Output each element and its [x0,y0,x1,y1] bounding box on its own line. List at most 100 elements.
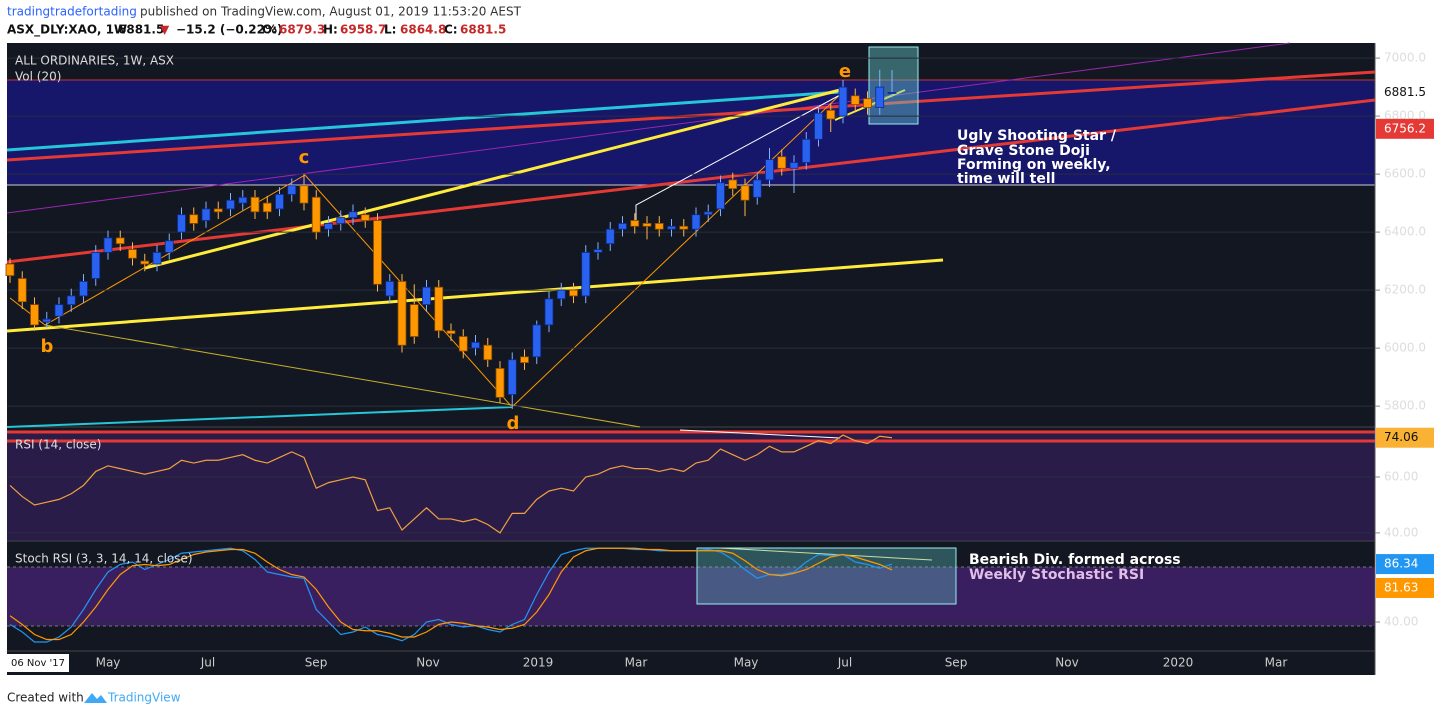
candle-body [17,278,27,303]
candle-body [189,214,199,224]
y-tick-label: 60.00 [1384,470,1418,484]
trend-line [6,258,944,333]
candle-body [128,249,137,259]
last: 6881.5 [118,23,164,37]
candle-body [814,112,823,140]
candle-body [324,222,333,230]
annotations: b c d e Ugly Shooting Star / Grave Stone… [41,61,1181,583]
candle-body [679,225,689,230]
trend-line [6,98,1376,264]
candle-body [30,304,39,326]
footer-brand[interactable]: TradingView [107,691,181,705]
candle-body [826,109,836,120]
published: published on TradingView.com, August 01,… [140,5,522,19]
l-value: 6864.8 [400,23,446,37]
x-tick-label: Jul [837,656,852,670]
candle-body [887,92,897,94]
price-badge-label: 81.63 [1384,580,1418,594]
candle-body [213,208,223,213]
candle-body [91,252,101,279]
candle-body [79,281,88,297]
pane-title: RSI (14, close) [15,438,101,452]
arrow-line [635,94,841,220]
y-tick-label: 6000.0 [1384,341,1426,355]
note: Weekly Stochastic RSI [969,567,1144,583]
candle-body [336,217,346,224]
candle-body [605,228,615,245]
candle-body [373,220,382,285]
candle-body [164,240,174,253]
candle-body [569,289,578,297]
line [9,547,893,641]
price-badge-label: 86.34 [1384,557,1418,571]
candle-body [765,159,774,181]
price-badge [1376,118,1434,139]
arrow: ▼ [160,23,170,37]
note: time will tell [957,171,1055,187]
candle-body [250,196,260,213]
change: −15.2 (−0.22%) [176,23,283,37]
candle-body [103,237,113,253]
pane-title: ALL ORDINARIES, 1W, ASX [15,54,174,68]
candle-body [446,330,456,335]
y-tick-label: 5800.0 [1384,399,1426,413]
candle-body [740,185,750,201]
candle-body [483,344,493,361]
candle-body [838,86,848,117]
h-value: 6958.7 [340,23,386,37]
candle-body [287,185,297,195]
candle-body [801,138,811,163]
highlight-box [868,46,919,125]
o-value: 6879.3 [279,23,325,37]
x-tick-label: 2020 [1163,656,1194,670]
candle-body [458,336,468,352]
candle-body [238,196,248,204]
pane-title: Stoch RSI (3, 3, 14, 14, close) [15,552,193,566]
candle-body [875,86,885,108]
x-tick-label: Nov [1055,656,1078,670]
date-badge [7,654,69,672]
candle-body [409,304,419,337]
wave-label: b [41,336,54,357]
candle-body [5,263,15,277]
c-label: C: [444,23,458,37]
candle-body [115,237,125,245]
candle-body [422,286,431,306]
candle-body [262,202,272,213]
x-tick-label: May [734,656,759,670]
wave-label: d [507,413,520,434]
div-line [719,547,933,561]
candle-body [226,199,235,210]
trend-line [6,42,1291,214]
candle-body [507,359,517,395]
candle-body [716,182,725,210]
candle-body [532,324,542,358]
candle-body [360,214,370,221]
candle-body [863,98,872,108]
pane-subtitle: Vol (20) [15,70,61,84]
x-tick-label: May [96,656,121,670]
candle-body [618,222,627,230]
candle-body [385,281,395,297]
candle-body [556,289,566,300]
wave-label: e [839,61,851,82]
candle-body [299,185,309,204]
y-tick-label: 6600.0 [1384,167,1426,181]
candle-body [752,179,762,198]
note: Grave Stone Doji [957,143,1090,159]
price-badge [1376,82,1434,103]
author[interactable]: tradingtradefortading [7,5,137,19]
candle-body [434,286,444,332]
x-tick-label: Sep [305,656,328,670]
price-badge [1376,554,1434,575]
zone [7,80,1375,185]
symbol: ASX_DLY:XAO, 1W [7,23,127,38]
x-tick-label: Mar [1265,656,1288,670]
x-tick-label: Mar [625,656,648,670]
h-label: H: [323,23,338,37]
price-badge [1376,577,1434,598]
candle-body [667,225,676,230]
note: Ugly Shooting Star / [957,128,1117,144]
y-tick-label: 40.00 [1384,525,1418,539]
